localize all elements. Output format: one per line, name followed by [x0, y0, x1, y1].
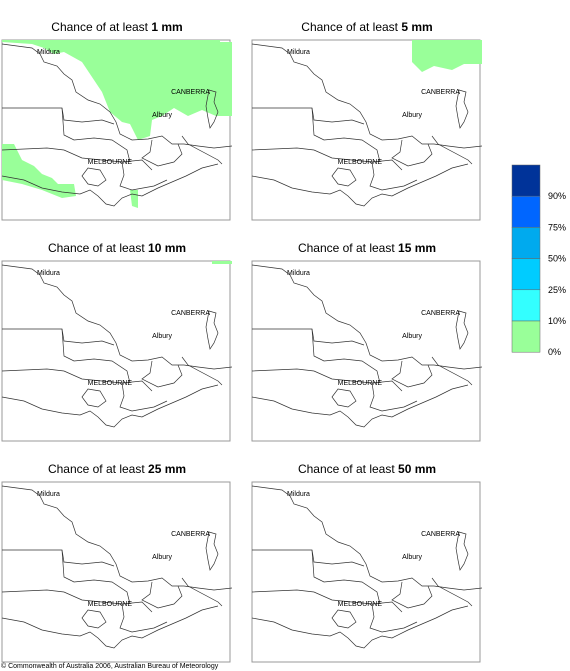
place-label: CANBERRA — [171, 89, 210, 96]
map-panel: Chance of at least 15 mm Mildura CANBERRA A… — [251, 241, 483, 442]
place-label: MELBOURNE — [88, 159, 133, 166]
title-prefix: Chance of at least — [48, 241, 145, 255]
probability-area — [412, 40, 482, 72]
title-prefix: Chance of at least — [301, 20, 398, 34]
legend-swatch — [511, 289, 541, 322]
panel-title: Chance of at least 1 mm — [51, 20, 182, 34]
place-label: MELBOURNE — [88, 601, 133, 608]
legend-label: 10% — [548, 316, 566, 326]
legend-label: 25% — [548, 285, 566, 295]
map-panel: Chance of at least 5 mm Mildura CANBERRA Al… — [251, 20, 483, 221]
panel-title: Chance of at least 10 mm — [48, 241, 186, 255]
legend-swatch — [511, 195, 541, 228]
title-amount: 50 mm — [398, 462, 436, 476]
legend-swatch — [511, 227, 541, 259]
title-amount: 5 mm — [401, 20, 432, 34]
legend-swatch — [511, 258, 541, 291]
place-label: MELBOURNE — [338, 601, 383, 608]
place-label: Mildura — [37, 491, 60, 498]
title-prefix: Chance of at least — [298, 241, 395, 255]
legend-label: 0% — [548, 347, 561, 357]
place-label: Albury — [402, 333, 422, 340]
place-label: CANBERRA — [421, 531, 460, 538]
panel-title: Chance of at least 25 mm — [48, 462, 186, 476]
place-label: MELBOURNE — [88, 380, 133, 387]
map-panel: Chance of at least 50 mm Mildura CANBERRA A… — [251, 462, 483, 663]
place-label: CANBERRA — [171, 531, 210, 538]
legend-label: 90% — [548, 191, 566, 201]
panel-title: Chance of at least 5 mm — [301, 20, 432, 34]
panel-title: Chance of at least 50 mm — [298, 462, 436, 476]
legend-swatch — [511, 320, 541, 353]
title-prefix: Chance of at least — [298, 462, 395, 476]
place-label: CANBERRA — [421, 89, 460, 96]
footer: © Commonwealth of Australia 2006, Austra… — [1, 662, 219, 670]
map-panel: Chance of at least 10 mm Mildura CANBERRA A… — [1, 241, 233, 442]
legend-label: 50% — [548, 254, 566, 264]
place-label: Albury — [152, 554, 172, 561]
title-amount: 1 mm — [151, 20, 182, 34]
map-frame — [1, 481, 231, 663]
place-label: CANBERRA — [171, 310, 210, 317]
title-amount: 15 mm — [398, 241, 436, 255]
map-frame — [1, 260, 231, 442]
title-amount: 25 mm — [148, 462, 186, 476]
title-prefix: Chance of at least — [48, 462, 145, 476]
title-prefix: Chance of at least — [51, 20, 148, 34]
map-panel: Chance of at least 1 mm Mildura CANBERRA Al… — [1, 20, 233, 221]
legend-label: 75% — [548, 222, 566, 232]
legend-swatch — [511, 164, 541, 197]
place-label: CANBERRA — [421, 310, 460, 317]
place-label: Mildura — [287, 491, 310, 498]
probability-area — [2, 40, 232, 208]
map-frame — [251, 39, 481, 221]
place-label: Albury — [152, 112, 172, 119]
place-label: Albury — [402, 112, 422, 119]
place-label: Albury — [152, 333, 172, 340]
place-label: MELBOURNE — [338, 159, 383, 166]
place-label: Mildura — [287, 270, 310, 277]
probability-area — [212, 261, 232, 264]
place-label: Albury — [402, 554, 422, 561]
title-amount: 10 mm — [148, 241, 186, 255]
map-frame — [251, 260, 481, 442]
place-label: Mildura — [37, 49, 60, 56]
place-label: Mildura — [37, 270, 60, 277]
map-frame — [251, 481, 481, 663]
place-label: Mildura — [287, 49, 310, 56]
panel-title: Chance of at least 15 mm — [298, 241, 436, 255]
place-label: MELBOURNE — [338, 380, 383, 387]
map-panel: Chance of at least 25 mm Mildura CANBERRA A… — [1, 462, 233, 663]
